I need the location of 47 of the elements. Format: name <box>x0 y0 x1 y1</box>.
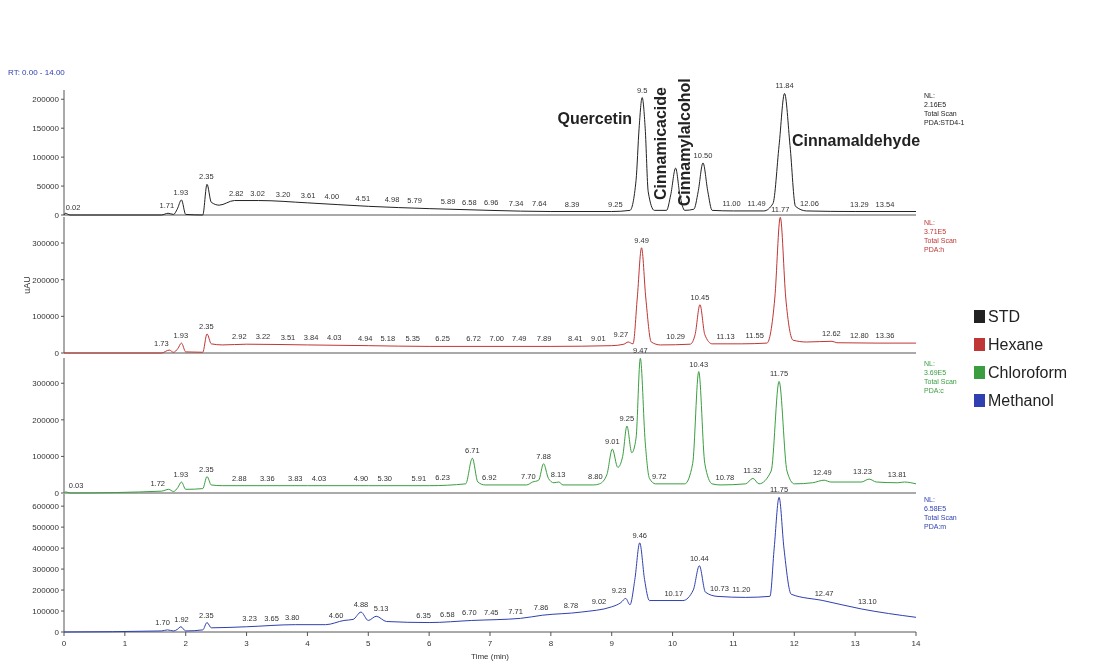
legend-label: Methanol <box>988 392 1054 409</box>
y-tick-label: 300000 <box>32 565 60 575</box>
y-tick-label: 0 <box>54 211 60 220</box>
y-tick-label: 400000 <box>32 544 60 554</box>
y-tick-label: 150000 <box>32 124 60 134</box>
annotation: Quercetin <box>557 110 633 128</box>
x-tick-label: 2 <box>183 639 189 648</box>
chart-title: RT: 0.00 - 14.00 <box>8 68 66 77</box>
y-tick-label: 100000 <box>32 153 60 163</box>
y-tick-label: 200000 <box>32 586 60 596</box>
line-series <box>63 496 917 633</box>
y-tick-label: 500000 <box>32 523 60 533</box>
y-tick-label: 100000 <box>32 607 60 617</box>
x-tick-label: 12 <box>789 639 800 648</box>
x-tick-label: 0 <box>61 639 67 648</box>
x-tick-label: 8 <box>548 639 554 648</box>
x-tick-label: 9 <box>609 639 615 648</box>
annotation: Cinnamaldehyde <box>792 131 921 149</box>
x-tick-label: 7 <box>487 639 493 648</box>
x-tick-label: 14 <box>911 639 921 648</box>
y-tick-label: 0 <box>54 349 60 358</box>
y-tick-label: 0 <box>54 489 60 498</box>
x-tick-label: 5 <box>366 639 372 648</box>
x-axis-title: Time (min) <box>471 652 510 661</box>
y-tick-label: 200000 <box>32 415 60 425</box>
annotation: Cinnamylalcohol <box>676 78 694 207</box>
annotation: Cinnamicacide <box>651 86 669 200</box>
y-tick-label: 300000 <box>32 379 60 389</box>
y-tick-label: 100000 <box>32 312 60 322</box>
y-tick-label: 200000 <box>32 95 60 105</box>
x-tick-label: 3 <box>244 639 250 648</box>
legend-label: STD <box>988 308 1020 325</box>
x-tick-label: 4 <box>305 639 311 648</box>
x-tick-label: 13 <box>850 639 861 648</box>
x-tick-label: 6 <box>426 639 432 648</box>
y-tick-label: 300000 <box>32 239 60 249</box>
y-axis-title: uAU <box>22 276 32 294</box>
legend-label: Chloroform <box>988 364 1068 381</box>
legend-label: Hexane <box>988 336 1044 353</box>
x-tick-label: 10 <box>668 639 678 648</box>
y-tick-label: 50000 <box>36 182 60 192</box>
y-tick-label: 0 <box>54 628 60 637</box>
x-tick-label: 11 <box>729 639 739 648</box>
y-tick-label: 600000 <box>32 502 60 512</box>
y-tick-label: 100000 <box>32 452 60 462</box>
x-tick-label: 1 <box>122 639 128 648</box>
y-tick-label: 200000 <box>32 275 60 285</box>
